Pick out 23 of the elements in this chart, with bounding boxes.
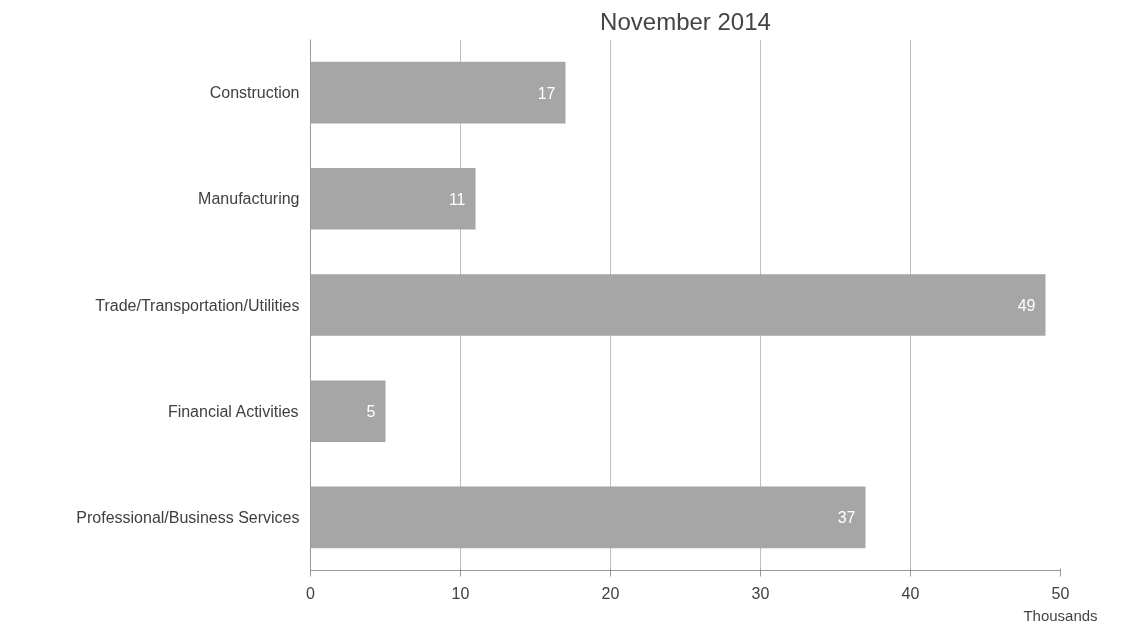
x-axis-title: Thousands bbox=[1023, 606, 1098, 624]
x-tick-label: 0 bbox=[306, 584, 316, 602]
x-tick-label: 20 bbox=[601, 584, 620, 602]
data-label: 17 bbox=[537, 84, 556, 102]
bar bbox=[310, 380, 386, 442]
x-tick-label: 10 bbox=[451, 584, 470, 602]
bar bbox=[310, 486, 866, 549]
y-tick-label: Trade/Transportation/Utilities bbox=[95, 296, 300, 314]
data-label: 5 bbox=[366, 403, 376, 421]
data-label: 37 bbox=[837, 509, 856, 527]
data-label: 11 bbox=[448, 190, 466, 208]
bar bbox=[310, 168, 476, 230]
x-tick-label: 50 bbox=[1051, 584, 1070, 602]
y-tick-label: Construction bbox=[209, 84, 300, 102]
bar bbox=[310, 61, 566, 124]
bar bbox=[310, 274, 1046, 336]
data-label: 49 bbox=[1017, 297, 1036, 314]
x-tick-label: 40 bbox=[901, 584, 920, 602]
y-tick-label: Financial Activities bbox=[167, 402, 299, 420]
chart-title: November 2014 bbox=[600, 7, 771, 35]
y-tick-label: Professional/Business Services bbox=[76, 508, 300, 526]
x-tick-label: 30 bbox=[751, 584, 770, 602]
y-tick-label: Manufacturing bbox=[198, 190, 300, 208]
